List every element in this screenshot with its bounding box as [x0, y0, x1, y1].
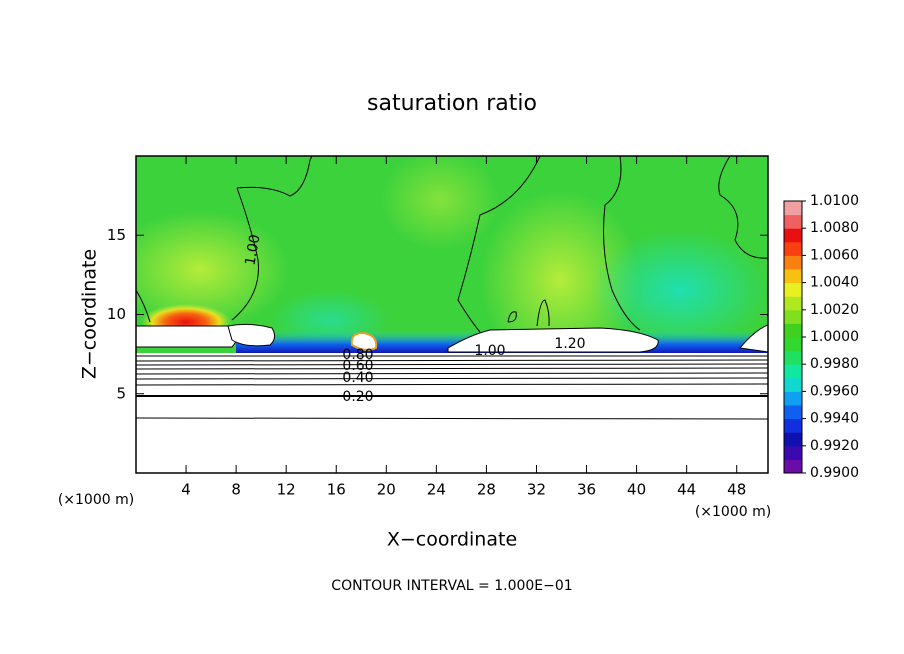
y-tick-label: 15	[107, 226, 126, 244]
colorbar-tick-label: 0.9940	[810, 411, 859, 427]
colorbar-tick-label: 1.0060	[810, 247, 859, 263]
contour-label: 1.00	[242, 233, 263, 266]
y-axis-label: Z−coordinate	[79, 249, 101, 379]
colorbar-tick-label: 1.0020	[810, 302, 859, 318]
colorbar-band	[784, 282, 802, 297]
colorbar-band	[784, 364, 802, 379]
colorbar-tick-label: 1.0080	[810, 220, 859, 236]
colorbar-band	[784, 296, 802, 311]
x-tick-label: 20	[377, 481, 396, 499]
contour-label: 1.20	[554, 336, 585, 352]
chart-title: saturation ratio	[367, 91, 537, 116]
colorbar-tick-label: 0.9900	[810, 465, 859, 481]
x-tick-label: 4	[181, 481, 191, 499]
colorbar-tick-label: 0.9920	[810, 438, 859, 454]
colorbar-tick-label: 0.9960	[810, 383, 859, 399]
contour-lines	[136, 156, 768, 420]
colorbar-band	[784, 228, 802, 243]
colorbar-band	[784, 432, 802, 447]
contour-label: 0.60	[342, 358, 373, 374]
colorbar-tick-label: 0.9980	[810, 356, 859, 372]
colorbar-band	[784, 323, 802, 338]
footer: CONTOUR INTERVAL = 1.000E−01	[331, 578, 572, 594]
contour-label: 0.40	[342, 370, 373, 386]
x-unit: (×1000 m)	[58, 492, 134, 508]
x-tick-label: 32	[527, 481, 546, 499]
x-tick-label: 44	[677, 481, 696, 499]
x-tick-label: 12	[277, 481, 296, 499]
colorbar-band	[784, 241, 802, 256]
x-axis-label: X−coordinate	[387, 529, 517, 551]
colorbar-band	[784, 214, 802, 229]
colorbar-tick-label: 1.0040	[810, 275, 859, 291]
field	[136, 156, 768, 473]
contour-label: 1.00	[474, 343, 505, 359]
x-tick-label: 36	[577, 481, 596, 499]
colorbar-band	[784, 269, 802, 284]
y-tick-label: 5	[116, 384, 126, 402]
colorbar-band	[784, 377, 802, 392]
y-tick-label: 10	[107, 305, 126, 323]
contour-label: 0.80	[342, 347, 373, 363]
colorbar-band	[784, 255, 802, 270]
colorbar-tick-label: 1.0100	[810, 193, 859, 209]
colorbar-band	[784, 391, 802, 406]
x-tick-label: 16	[327, 481, 346, 499]
x-tick-label: 8	[231, 481, 241, 499]
colorbar-band	[784, 350, 802, 365]
x-tick-label: 28	[477, 481, 496, 499]
colorbar-band	[784, 445, 802, 460]
contour-label: 0.20	[342, 389, 373, 405]
colorbar-band	[784, 201, 802, 216]
colorbar-tick-label: 1.0000	[810, 329, 859, 345]
colorbar-band	[784, 459, 802, 474]
x-tick-label: 48	[727, 481, 746, 499]
x-tick-label: 24	[427, 481, 446, 499]
colorbar-band	[784, 418, 802, 433]
colorbar-band	[784, 309, 802, 324]
colorbar-band	[784, 405, 802, 420]
x-unit: (×1000 m)	[695, 504, 771, 520]
x-tick-label: 40	[627, 481, 646, 499]
colorbar-band	[784, 337, 802, 352]
